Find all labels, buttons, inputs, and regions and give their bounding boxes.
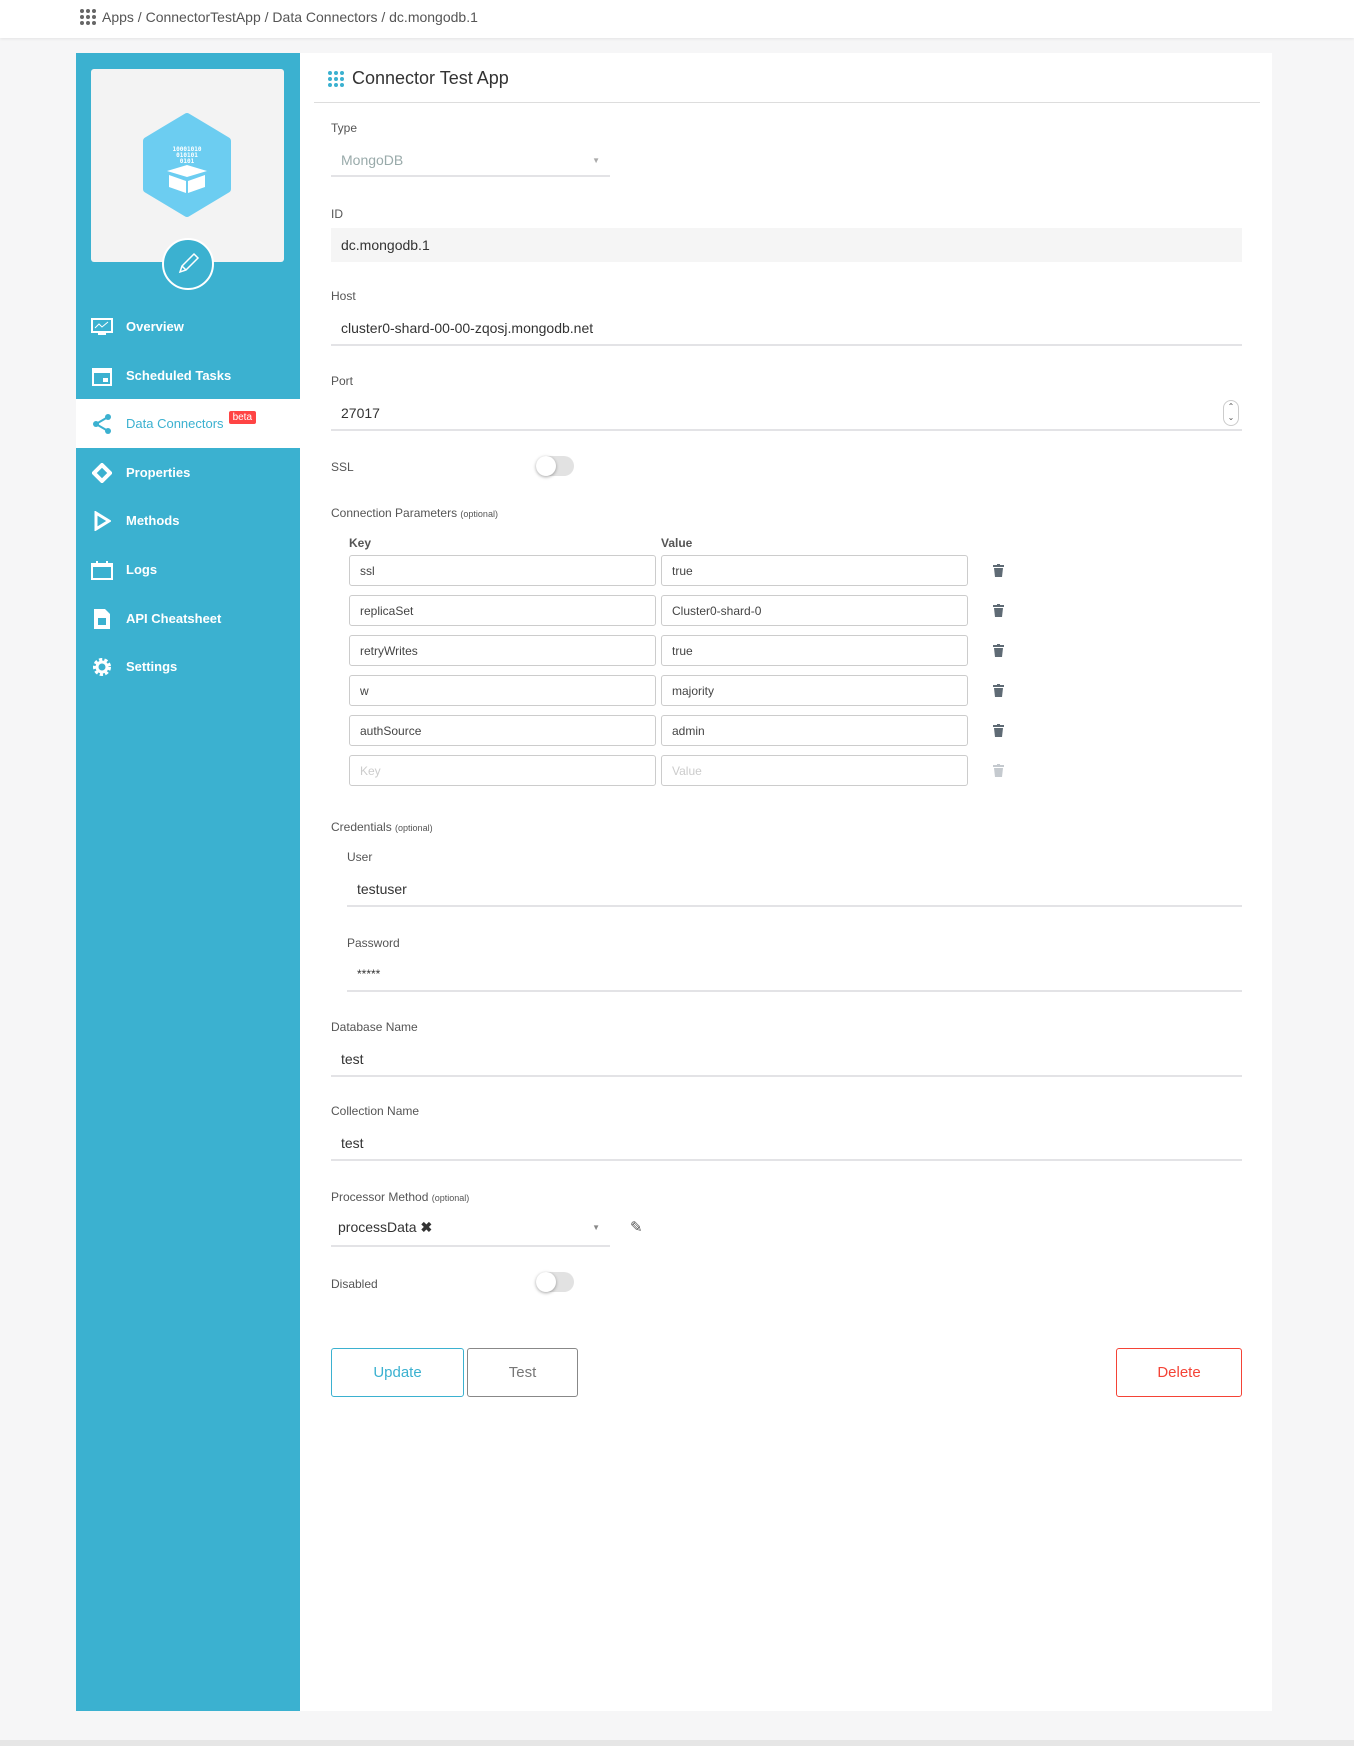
monitor-chart-icon — [90, 316, 114, 338]
database-name-input[interactable]: test — [331, 1042, 1242, 1077]
breadcrumb-text[interactable]: Apps / ConnectorTestApp / Data Connector… — [102, 9, 478, 25]
sidebar-item-settings[interactable]: Settings — [76, 642, 300, 691]
trash-icon[interactable] — [993, 564, 1004, 577]
param-value-input[interactable]: admin — [661, 715, 968, 746]
credentials-label: Credentials (optional) — [331, 820, 433, 834]
port-input[interactable]: 27017 ⌃ ⌄ — [331, 396, 1242, 431]
sidebar-item-properties[interactable]: Properties — [76, 448, 300, 497]
user-input[interactable]: testuser — [347, 872, 1242, 907]
ssl-label: SSL — [331, 460, 354, 474]
sidebar-item-label: Scheduled Tasks — [126, 368, 232, 383]
key-header: Key — [349, 536, 372, 550]
sidebar-item-scheduled-tasks[interactable]: Scheduled Tasks — [76, 351, 300, 400]
update-button[interactable]: Update — [331, 1348, 464, 1397]
top-bar: Apps / ConnectorTestApp / Data Connector… — [0, 0, 1354, 38]
page-title-text: Connector Test App — [352, 68, 509, 88]
document-box-icon — [90, 608, 114, 630]
connection-parameters-label: Connection Parameters (optional) — [331, 506, 498, 520]
new-param-value-input[interactable]: Value — [661, 755, 968, 786]
type-label: Type — [331, 121, 358, 135]
pencil-icon — [178, 252, 200, 274]
diamond-icon — [90, 462, 114, 484]
param-value-input[interactable]: true — [661, 555, 968, 586]
apps-grid-icon[interactable] — [80, 9, 96, 25]
processor-value: processData — [338, 1219, 417, 1235]
chevron-down-icon: ▼ — [592, 1223, 600, 1232]
param-key-input[interactable]: ssl — [349, 555, 656, 586]
svg-text:0101: 0101 — [180, 158, 195, 165]
ssl-toggle[interactable] — [536, 456, 574, 476]
param-value-input[interactable]: majority — [661, 675, 968, 706]
user-label: User — [347, 850, 373, 864]
sidebar-item-label: API Cheatsheet — [126, 611, 222, 626]
chevron-down-icon: ▼ — [592, 155, 600, 165]
host-label: Host — [331, 289, 356, 303]
trash-icon[interactable] — [993, 764, 1004, 777]
param-key-input[interactable]: replicaSet — [349, 595, 656, 626]
app-logo: 10001010 010101 0101 — [91, 69, 284, 262]
sidebar-item-label: Properties — [126, 465, 191, 480]
param-value-input[interactable]: true — [661, 635, 968, 666]
port-value: 27017 — [341, 404, 380, 421]
disabled-toggle[interactable] — [536, 1272, 574, 1292]
sidebar-item-label: Methods — [126, 513, 180, 528]
collection-name-input[interactable]: test — [331, 1126, 1242, 1161]
processor-method-select[interactable]: processData ✖ ▼ — [331, 1210, 610, 1247]
edit-method-pencil-icon[interactable]: ✎ — [630, 1219, 643, 1236]
port-label: Port — [331, 374, 354, 388]
share-icon — [90, 413, 114, 435]
sidebar-item-label: Data Connectors — [126, 416, 224, 431]
app-grid-icon — [328, 70, 344, 87]
type-select[interactable]: MongoDB ▼ — [331, 145, 610, 177]
param-key-input[interactable]: retryWrites — [349, 635, 656, 666]
clear-x-icon[interactable]: ✖ — [420, 1219, 433, 1235]
footer-bar — [0, 1740, 1354, 1746]
param-key-input[interactable]: w — [349, 675, 656, 706]
trash-icon[interactable] — [993, 604, 1004, 617]
param-value-input[interactable]: Cluster0-shard-0 — [661, 595, 968, 626]
calendar-icon — [90, 365, 114, 387]
play-icon — [90, 510, 114, 532]
password-input[interactable]: ***** — [347, 957, 1242, 992]
edit-logo-button[interactable] — [162, 238, 214, 290]
processor-method-label: Processor Method (optional) — [331, 1190, 470, 1204]
trash-icon[interactable] — [993, 724, 1004, 737]
disabled-label: Disabled — [331, 1277, 378, 1291]
beta-badge: beta — [228, 411, 257, 424]
sidebar-item-api-cheatsheet[interactable]: API Cheatsheet — [76, 594, 300, 643]
breadcrumb: Apps / ConnectorTestApp / Data Connector… — [80, 9, 478, 25]
trash-icon[interactable] — [993, 644, 1004, 657]
test-button[interactable]: Test — [467, 1348, 578, 1397]
sidebar-item-overview[interactable]: Overview — [76, 302, 300, 351]
gear-icon — [90, 656, 114, 678]
sidebar-item-label: Settings — [126, 659, 178, 674]
collection-name-label: Collection Name — [331, 1104, 420, 1118]
sidebar-item-label: Logs — [126, 562, 158, 577]
id-label: ID — [331, 207, 343, 221]
sidebar-item-label: Overview — [126, 319, 184, 334]
database-name-label: Database Name — [331, 1020, 418, 1034]
sidebar: 10001010 010101 0101 Overview Scheduled … — [76, 53, 300, 1711]
divider — [314, 102, 1260, 103]
svg-text:010101: 010101 — [176, 152, 198, 159]
sidebar-item-methods[interactable]: Methods — [76, 496, 300, 545]
page-title: Connector Test App — [328, 68, 509, 89]
sidebar-item-logs[interactable]: Logs — [76, 545, 300, 594]
trash-icon[interactable] — [993, 684, 1004, 697]
svg-text:10001010: 10001010 — [173, 146, 202, 153]
port-stepper[interactable]: ⌃ ⌄ — [1223, 400, 1239, 426]
id-field: dc.mongodb.1 — [331, 228, 1242, 262]
connector-form-panel: Connector Test App Type MongoDB ▼ ID dc.m… — [300, 53, 1272, 1711]
type-value: MongoDB — [341, 152, 404, 168]
param-key-input[interactable]: authSource — [349, 715, 656, 746]
value-header: Value — [661, 536, 693, 550]
sidebar-item-data-connectors[interactable]: Data Connectors beta — [76, 399, 300, 448]
new-param-key-input[interactable]: Key — [349, 755, 656, 786]
log-calendar-icon — [90, 559, 114, 581]
host-input[interactable]: cluster0-shard-00-00-zqosj.mongodb.net — [331, 312, 1242, 346]
password-label: Password — [347, 936, 400, 950]
delete-button[interactable]: Delete — [1116, 1348, 1242, 1397]
data-box-logo-icon: 10001010 010101 0101 — [143, 113, 231, 217]
